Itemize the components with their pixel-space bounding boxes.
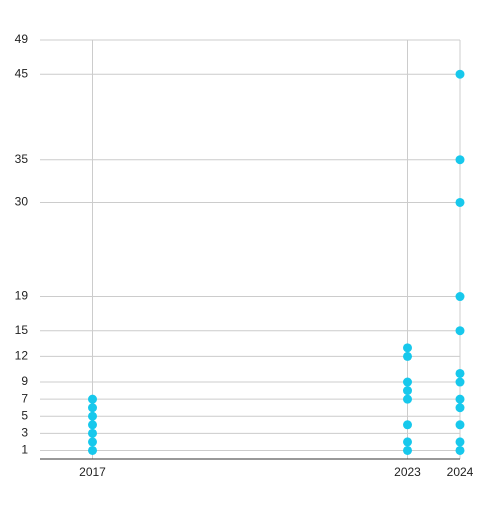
point <box>455 368 465 378</box>
point <box>455 394 465 404</box>
point <box>403 343 412 353</box>
point <box>455 69 465 79</box>
y-tick-label: 7 <box>21 391 28 405</box>
point <box>88 411 97 421</box>
x-tick-label: 2024 <box>447 465 474 479</box>
y-tick-label: 30 <box>15 195 29 209</box>
x-tick-label: 2023 <box>394 465 421 479</box>
y-tick-label: 1 <box>21 443 28 457</box>
y-tick-label: 12 <box>15 349 29 363</box>
y-tick-label: 3 <box>21 426 28 440</box>
point <box>403 377 412 387</box>
point <box>455 377 465 387</box>
point <box>455 155 465 165</box>
point <box>403 420 412 430</box>
point <box>88 445 97 455</box>
point <box>455 420 465 430</box>
point <box>403 445 412 455</box>
point <box>88 428 97 438</box>
point <box>403 394 412 404</box>
x-tick-label: 2017 <box>79 465 106 479</box>
y-tick-label: 45 <box>15 66 29 80</box>
y-tick-label: 35 <box>15 152 29 166</box>
point <box>403 386 412 396</box>
point <box>88 420 97 430</box>
point <box>455 437 465 447</box>
y-tick-label: 5 <box>21 408 28 422</box>
y-tick-label: 49 <box>15 32 29 46</box>
y-tick-label: 19 <box>15 289 29 303</box>
point <box>88 403 97 413</box>
y-tick-label: 9 <box>21 374 28 388</box>
point <box>455 326 465 336</box>
point <box>88 394 97 404</box>
point <box>403 437 412 447</box>
point <box>403 351 412 361</box>
point <box>455 292 465 302</box>
point <box>88 437 97 447</box>
y-tick-label: 15 <box>15 323 29 337</box>
point <box>455 445 465 455</box>
point <box>455 403 465 413</box>
point <box>455 197 465 207</box>
